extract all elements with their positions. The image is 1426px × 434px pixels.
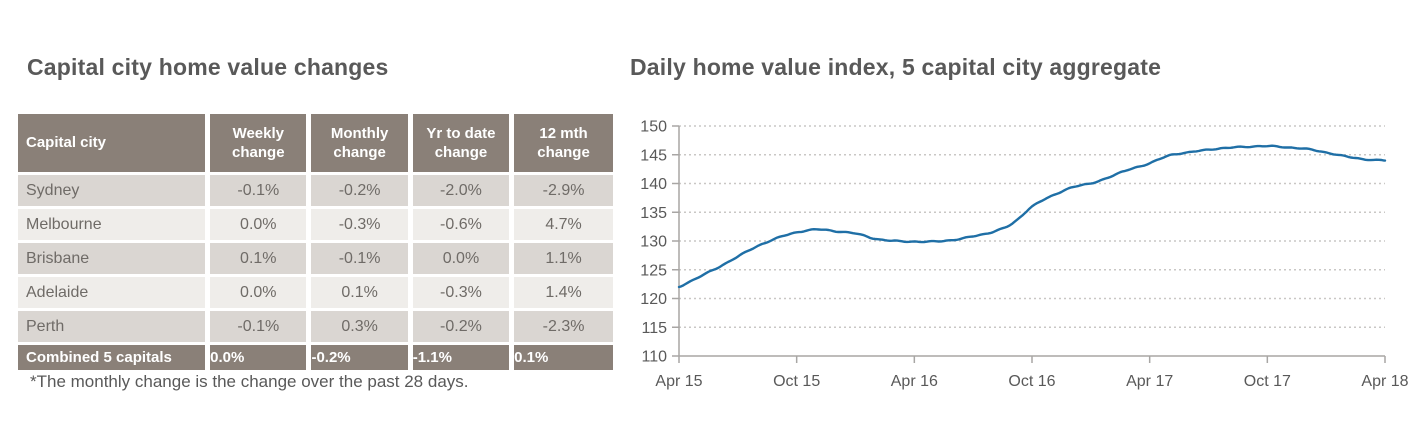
cell-total-value: 0.0% xyxy=(207,343,312,370)
y-tick-label: 145 xyxy=(640,147,667,164)
table-title: Capital city home value changes xyxy=(27,54,389,80)
y-tick-label: 140 xyxy=(640,176,667,193)
table-footnote: *The monthly change is the change over t… xyxy=(30,372,469,391)
y-tick-label: 110 xyxy=(641,349,667,366)
cell-total-value: -0.2% xyxy=(308,343,413,370)
cell-value: 0.1% xyxy=(308,275,413,311)
cell-value: -0.3% xyxy=(410,275,515,311)
col-header-ytd-change: Yr to date change xyxy=(410,114,515,175)
cell-value: -2.0% xyxy=(410,173,515,209)
home-value-table: Capital city Weekly change Monthly chang… xyxy=(18,114,613,370)
cell-city: Perth xyxy=(18,309,211,345)
chart-title: Daily home value index, 5 capital city a… xyxy=(630,54,1162,80)
cell-value: 1.4% xyxy=(511,275,613,311)
x-tick-label: Oct 15 xyxy=(773,373,820,390)
cell-value: -0.6% xyxy=(410,207,515,243)
table-row: Sydney -0.1% -0.2% -2.0% -2.9% xyxy=(18,173,613,209)
cell-value: 0.3% xyxy=(308,309,413,345)
cell-value: -0.3% xyxy=(308,207,413,243)
col-header-weekly-change: Weekly change xyxy=(207,114,312,175)
cell-value: 0.1% xyxy=(207,241,312,277)
x-tick-label: Oct 16 xyxy=(1008,373,1055,390)
y-tick-label: 150 xyxy=(640,119,667,136)
y-tick-label: 120 xyxy=(640,291,667,308)
cell-city: Adelaide xyxy=(18,275,211,311)
cell-value: 4.7% xyxy=(511,207,613,243)
cell-total-label: Combined 5 capitals xyxy=(18,343,211,370)
x-tick-label: Apr 16 xyxy=(891,373,938,390)
col-header-capital-city: Capital city xyxy=(18,114,211,175)
index-line-series xyxy=(677,144,1387,289)
y-tick-label: 125 xyxy=(640,262,667,279)
x-tick-label: Apr 15 xyxy=(655,373,702,390)
x-tick-label: Apr 17 xyxy=(1126,373,1173,390)
cell-value: 0.0% xyxy=(207,275,312,311)
cell-value: -0.1% xyxy=(308,241,413,277)
cell-value: -0.2% xyxy=(308,173,413,209)
col-header-12mth-change: 12 mth change xyxy=(511,114,613,175)
table-row: Melbourne 0.0% -0.3% -0.6% 4.7% xyxy=(18,207,613,243)
cell-total-value: -1.1% xyxy=(410,343,515,370)
cell-city: Brisbane xyxy=(18,241,211,277)
cell-value: 1.1% xyxy=(511,241,613,277)
home-value-chart: 110 115 120 125 130 135 140 145 150 Apr 15 Oct 15 A… xyxy=(640,119,1408,390)
table-total: Combined 5 capitals 0.0% -0.2% -1.1% 0.1% xyxy=(18,343,613,370)
col-header-monthly-change: Monthly change xyxy=(308,114,413,175)
table-row: Brisbane 0.1% -0.1% 0.0% 1.1% xyxy=(18,241,613,277)
table-row: Adelaide 0.0% 0.1% -0.3% 1.4% xyxy=(18,275,613,311)
cell-value: 0.0% xyxy=(410,241,515,277)
y-tick-label: 115 xyxy=(641,320,667,337)
y-tick-label: 130 xyxy=(640,234,667,251)
cell-city: Melbourne xyxy=(18,207,211,243)
cell-value: -0.1% xyxy=(207,309,312,345)
cell-value: -0.1% xyxy=(207,173,312,209)
cell-city: Sydney xyxy=(18,173,211,209)
table-header-row: Capital city Weekly change Monthly chang… xyxy=(18,114,613,175)
cell-value: -2.3% xyxy=(511,309,613,345)
table-body: Sydney -0.1% -0.2% -2.0% -2.9% Melbourne 0.0% -… xyxy=(18,173,613,345)
y-tick-label: 135 xyxy=(640,205,667,222)
x-tick-label: Oct 17 xyxy=(1244,373,1291,390)
cell-value: -0.2% xyxy=(410,309,515,345)
cell-value: 0.0% xyxy=(207,207,312,243)
table-row: Perth -0.1% 0.3% -0.2% -2.3% xyxy=(18,309,613,345)
table-total-row: Combined 5 capitals 0.0% -0.2% -1.1% 0.1% xyxy=(18,343,613,370)
cell-total-value: 0.1% xyxy=(511,343,613,370)
x-tick-label: Apr 18 xyxy=(1361,373,1408,390)
cell-value: -2.9% xyxy=(511,173,613,209)
